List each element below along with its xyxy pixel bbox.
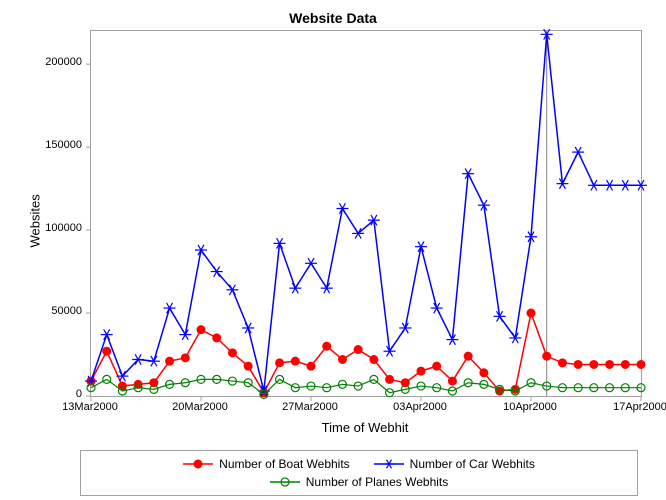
legend: Number of Boat Webhits Number of Car Webh…: [80, 450, 638, 496]
legend-swatch: [270, 475, 300, 489]
legend-item: Number of Car Webhits: [374, 457, 535, 471]
chart-title: Website Data: [0, 0, 666, 26]
plot-svg: [91, 31, 641, 396]
legend-item: Number of Planes Webhits: [270, 475, 449, 489]
y-axis-label: Websites: [28, 168, 43, 248]
legend-label: Number of Car Webhits: [410, 457, 535, 471]
x-axis-label: Time of Webhit: [90, 420, 640, 435]
y-tick-label: 50000: [51, 305, 82, 317]
x-tick-label: 17Apr2000: [605, 401, 666, 413]
y-tick-label: 200000: [45, 56, 82, 68]
x-tick-label: 10Apr2000: [495, 401, 565, 413]
legend-swatch: [374, 457, 404, 471]
x-tick-label: 13Mar2000: [55, 401, 125, 413]
plot-area: [90, 30, 642, 397]
x-tick-label: 03Apr2000: [385, 401, 455, 413]
legend-item: Number of Boat Webhits: [183, 457, 350, 471]
y-tick-label: 0: [76, 388, 82, 400]
legend-swatch: [183, 457, 213, 471]
legend-label: Number of Planes Webhits: [306, 475, 449, 489]
x-tick-label: 20Mar2000: [165, 401, 235, 413]
x-tick-label: 27Mar2000: [275, 401, 345, 413]
y-tick-label: 150000: [45, 139, 82, 151]
chart-container: Website Data Websites 13Mar2000 20Mar2000…: [0, 0, 666, 500]
y-tick-label: 100000: [45, 222, 82, 234]
legend-label: Number of Boat Webhits: [219, 457, 350, 471]
